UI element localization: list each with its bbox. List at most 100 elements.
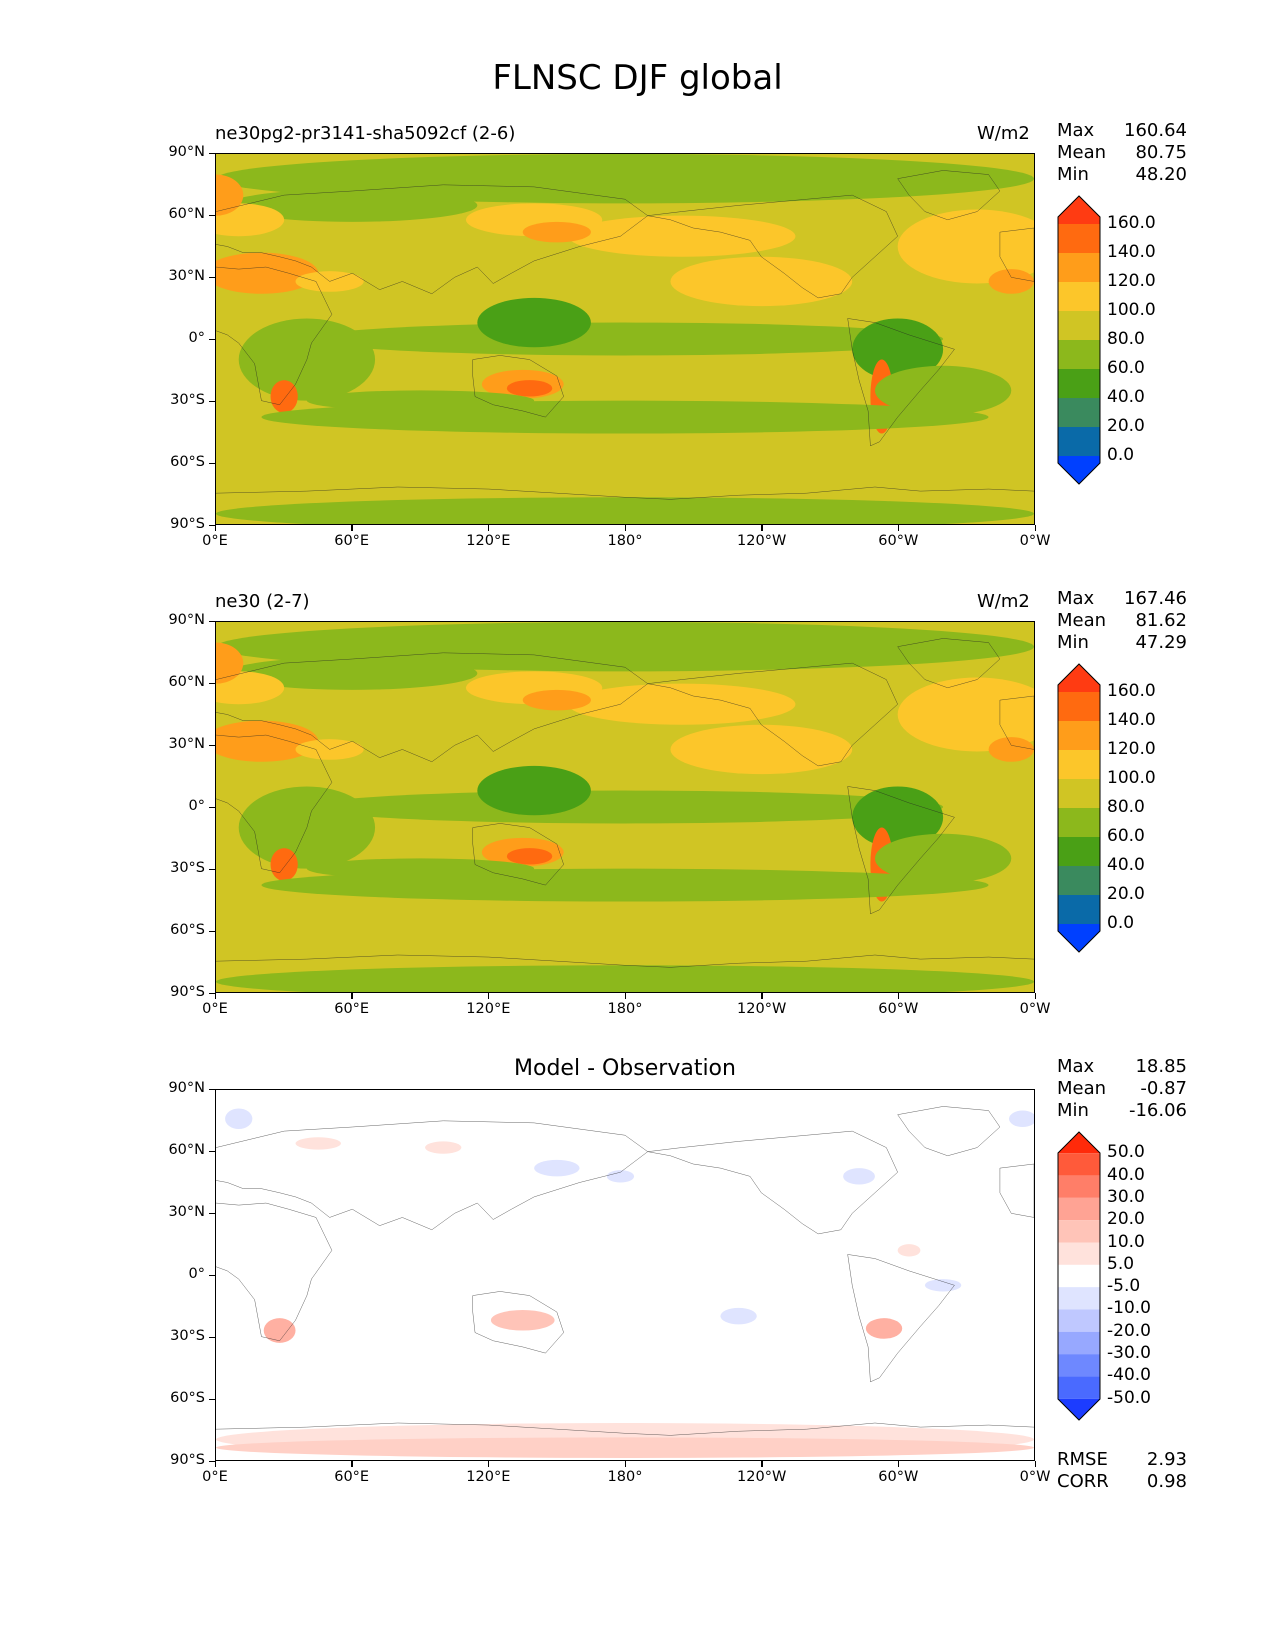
panel1-lat-label: 90°S xyxy=(170,516,205,532)
panel2-colorbar-segment-6 xyxy=(1058,837,1100,866)
panel2-field-region-3 xyxy=(568,683,796,725)
panel1-map[interactable] xyxy=(215,153,1035,525)
panel1-map-field xyxy=(216,154,1034,524)
panel2-stat-mean-label: Mean xyxy=(1057,610,1107,631)
panel1-lon-label: 120°E xyxy=(466,533,511,549)
panel2-field-region-23 xyxy=(216,965,1034,992)
panel3-coastline-4 xyxy=(848,1254,955,1381)
panel3-colorbar-segment-4 xyxy=(1058,1220,1100,1243)
panel1-stat-max-label: Max xyxy=(1057,120,1095,141)
panel1-colorbar-level: 120.0 xyxy=(1107,271,1156,291)
panel3-lon-label: 180° xyxy=(607,1469,643,1485)
panel1-field-region-11 xyxy=(216,174,244,216)
panel3-lon-tick xyxy=(1034,1461,1036,1467)
panel2-lat-tick xyxy=(209,868,215,870)
panel2-lat-tick xyxy=(209,620,215,622)
panel2-field-region-4 xyxy=(522,689,591,711)
panel3-colorbar-segment-8 xyxy=(1058,1309,1100,1332)
panel1-field-region-7 xyxy=(670,256,853,307)
panel1-lat-tick xyxy=(209,524,215,526)
panel3-lat-label: 60°N xyxy=(168,1142,205,1158)
panel1-colorbar-segment-0 xyxy=(1058,196,1100,224)
panel1-field-region-21 xyxy=(306,390,535,411)
panel1-coastline-0 xyxy=(216,185,648,294)
panel2-lat-tick xyxy=(209,930,215,932)
panel1-left-title: ne30pg2-pr3141-sha5092cf (2-6) xyxy=(215,123,516,144)
panel1-field-region-22 xyxy=(874,365,1012,416)
panel1-field-region-5 xyxy=(216,252,319,294)
panel1-lon-label: 0°E xyxy=(202,533,228,549)
panel3-coastline-0 xyxy=(216,1121,648,1230)
panel2-lat-label: 60°S xyxy=(170,922,205,938)
panel1-colorbar-segment-9 xyxy=(1058,456,1100,484)
panel2-units: W/m2 xyxy=(977,591,1030,612)
panel2-lat-label: 60°N xyxy=(168,674,205,690)
panel2-colorbar-segment-1 xyxy=(1058,692,1100,721)
panel2-lon-label: 0°E xyxy=(202,1001,228,1017)
panel3-lon-tick xyxy=(624,1461,626,1467)
panel3-colorbar-segment-10 xyxy=(1058,1354,1100,1377)
panel3-lat-tick xyxy=(209,1088,215,1090)
panel1-colorbar-segment-4 xyxy=(1058,311,1100,340)
panel2-lon-tick xyxy=(487,993,490,999)
panel2-lon-label: 0°W xyxy=(1019,1001,1051,1017)
panel2-lon-label: 120°E xyxy=(466,1001,511,1017)
panel2-field-region-8 xyxy=(897,677,1034,752)
panel1-field-region-10 xyxy=(216,203,285,237)
panel3-map[interactable] xyxy=(215,1089,1035,1461)
panel1-field-region-9 xyxy=(988,269,1034,294)
panel1-units: W/m2 xyxy=(977,123,1030,144)
panel1-lat-label: 30°N xyxy=(168,268,205,284)
panel3-rmse-value: 2.93 xyxy=(1146,1449,1187,1470)
panel2-colorbar-level: 100.0 xyxy=(1107,768,1156,788)
panel3-lon-label: 0°W xyxy=(1019,1469,1051,1485)
panel3-lon-tick xyxy=(214,1461,216,1467)
panel2-colorbar-segment-5 xyxy=(1058,808,1100,837)
panel3-field-region-2 xyxy=(865,1318,903,1339)
panel2-coastline-3 xyxy=(648,663,898,766)
panel3-colorbar-segment-6 xyxy=(1058,1264,1100,1288)
panel3-colorbar-segment-7 xyxy=(1058,1287,1100,1310)
panel3-colorbar-level: 10.0 xyxy=(1107,1231,1145,1252)
panel1-lat-tick xyxy=(209,462,215,464)
panel3-field-region-12 xyxy=(225,1108,253,1130)
panel1-lat-label: 90°N xyxy=(168,144,205,160)
panel2-lon-tick xyxy=(624,993,626,999)
panel1-lon-tick xyxy=(897,525,900,531)
panel1-colorbar-outline xyxy=(1057,195,1101,485)
panel2-lon-tick xyxy=(761,993,763,999)
panel2-colorbar-svg xyxy=(1057,663,1101,953)
panel1-coastline-1 xyxy=(216,267,332,405)
panel2-colorbar-level: 20.0 xyxy=(1107,884,1145,904)
panel3-stat-min: Min -16.06 xyxy=(1057,1100,1187,1122)
panel1-lat-tick xyxy=(209,152,215,154)
panel2-colorbar xyxy=(1057,663,1101,953)
panel3-colorbar-level: -5.0 xyxy=(1107,1276,1141,1297)
panel3-stat-mean: Mean -0.87 xyxy=(1057,1078,1187,1100)
panel1-stat-mean-label: Mean xyxy=(1057,142,1107,163)
panel3-stat-mean-label: Mean xyxy=(1057,1078,1107,1099)
panel1-colorbar-level: 140.0 xyxy=(1107,242,1156,262)
panel1-colorbar-level: 160.0 xyxy=(1107,213,1156,233)
panel3-corr-value: 0.98 xyxy=(1146,1471,1187,1492)
panel3-colorbar-level: -20.0 xyxy=(1107,1320,1151,1341)
panel2-map[interactable] xyxy=(215,621,1035,993)
panel2-coastline-0 xyxy=(216,653,648,762)
panel3-field-region-4 xyxy=(216,1437,1034,1458)
panel1-field-region-17 xyxy=(506,380,553,397)
panel1-coastline-4 xyxy=(848,318,955,445)
panel2-field-region-13 xyxy=(477,765,591,816)
panel2-field-region-5 xyxy=(216,720,319,762)
panel2-stat-min-value: 47.29 xyxy=(1135,632,1187,653)
panel3-field-background xyxy=(216,1090,1034,1460)
panel1-lon-tick xyxy=(214,525,216,531)
panel3-colorbar-level: 20.0 xyxy=(1107,1209,1145,1230)
panel3-lat-label: 90°S xyxy=(170,1452,205,1468)
panel2-colorbar-segment-4 xyxy=(1058,779,1100,808)
panel2-lon-label: 60°E xyxy=(334,1001,370,1017)
panel3-colorbar-segment-12 xyxy=(1058,1398,1100,1420)
panel2-colorbar-segment-9 xyxy=(1058,924,1100,952)
panel3-colorbar-level: -50.0 xyxy=(1107,1387,1151,1408)
panel1-lon-tick xyxy=(1034,525,1036,531)
panel3-colorbar-level: -40.0 xyxy=(1107,1365,1151,1386)
